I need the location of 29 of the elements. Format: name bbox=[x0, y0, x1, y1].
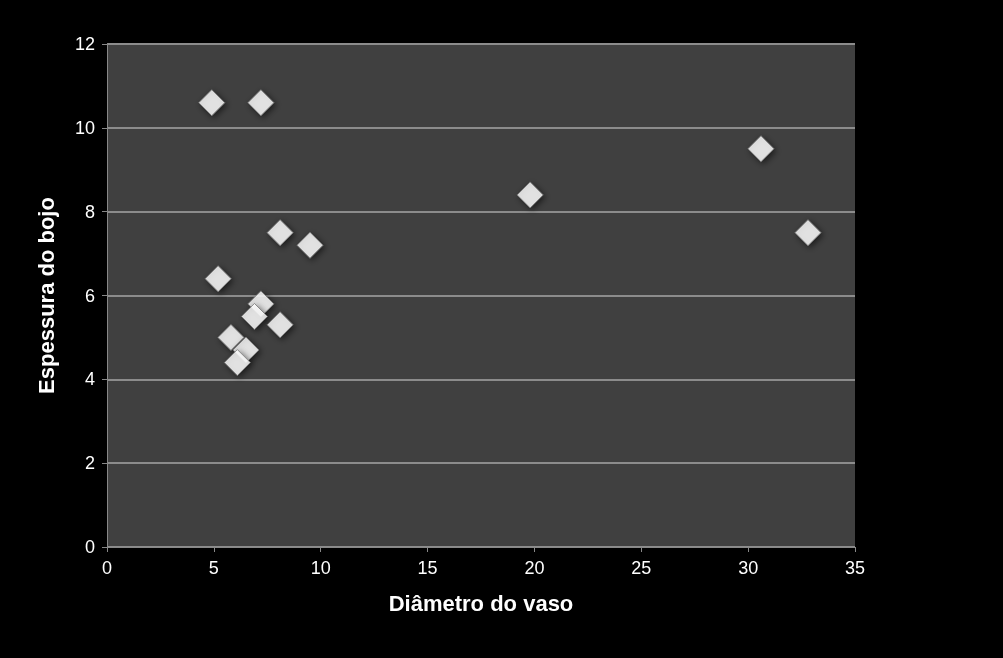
x-tick-label: 0 bbox=[101, 558, 113, 578]
y-tick-label: 12 bbox=[74, 34, 95, 54]
point bbox=[247, 89, 275, 117]
y-tick-label: 10 bbox=[74, 117, 95, 138]
point bbox=[296, 231, 324, 259]
x-tick-label: 5 bbox=[208, 558, 219, 578]
y-tick-label: 2 bbox=[84, 453, 95, 474]
y-tick-label: 6 bbox=[84, 285, 95, 306]
y-tick-label: 4 bbox=[84, 369, 95, 390]
x-axis-title: Diâmetro do vaso bbox=[388, 590, 574, 616]
y-tick-label: 8 bbox=[84, 201, 95, 222]
point bbox=[516, 181, 544, 209]
point bbox=[198, 89, 226, 117]
x-tick-label: 20 bbox=[524, 558, 545, 578]
y-axis-title: Espessura do bojo bbox=[33, 197, 59, 394]
x-tick-label: 35 bbox=[844, 558, 866, 578]
x-tick-label: 10 bbox=[310, 558, 331, 578]
x-tick-label: 15 bbox=[417, 558, 438, 578]
point bbox=[217, 323, 245, 351]
point bbox=[266, 219, 294, 247]
point bbox=[223, 349, 251, 377]
point bbox=[266, 311, 294, 339]
point bbox=[240, 302, 268, 330]
point bbox=[204, 265, 232, 293]
point bbox=[747, 135, 775, 163]
y-tick-label: 0 bbox=[84, 537, 95, 557]
x-tick-label: 30 bbox=[738, 558, 759, 578]
x-tick-label: 25 bbox=[631, 558, 652, 578]
point bbox=[794, 219, 822, 247]
